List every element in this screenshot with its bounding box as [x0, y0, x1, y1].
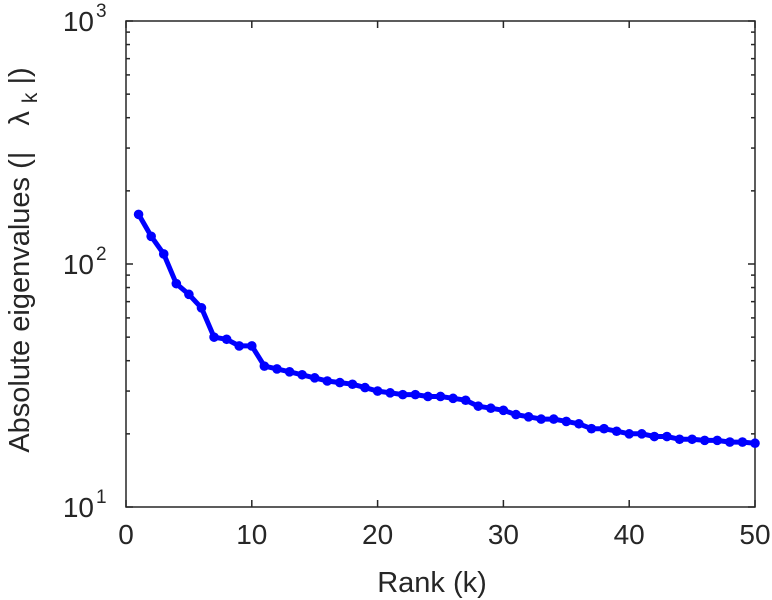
data-point [561, 416, 572, 427]
x-tick-label: 20 [362, 519, 393, 550]
data-point [423, 391, 433, 402]
data-point [486, 403, 496, 414]
data-point [460, 395, 471, 406]
data-point [611, 426, 622, 437]
data-point [247, 341, 257, 351]
data-point [347, 379, 358, 390]
data-point [498, 405, 509, 416]
data-point [548, 414, 559, 424]
y-tick-label-exponent: 3 [96, 1, 107, 22]
x-tick-label: 30 [488, 519, 519, 550]
data-point [259, 361, 270, 371]
data-point [209, 332, 219, 342]
data-point [662, 431, 672, 442]
data-point [750, 438, 760, 449]
y-tick-label-base: 10 [63, 492, 94, 523]
data-point [234, 341, 245, 351]
data-point [473, 401, 484, 411]
y-axis-label-close: |) [4, 67, 36, 84]
data-point [284, 367, 295, 377]
data-point [133, 209, 144, 220]
data-point [385, 388, 395, 398]
data-point [523, 412, 534, 422]
data-point [624, 429, 634, 439]
data-point [309, 373, 320, 383]
data-point [725, 437, 735, 447]
y-axis-label-symbol: λ [4, 111, 36, 126]
y-axis-label-subscript: k [19, 92, 42, 103]
data-point [184, 289, 194, 300]
data-point [649, 431, 660, 442]
y-axis-label-text: Absolute eigenvalues (| [4, 152, 36, 453]
data-point [536, 414, 546, 424]
data-point [146, 231, 156, 242]
y-tick-label-exponent: 2 [96, 244, 107, 265]
data-point [586, 423, 597, 434]
x-tick-label: 10 [236, 519, 267, 550]
x-axis-label: Rank (k) [377, 567, 487, 599]
data-point [372, 386, 383, 396]
y-tick-label-base: 10 [63, 6, 94, 37]
data-point [737, 437, 748, 447]
data-point [196, 303, 207, 313]
data-point [410, 389, 421, 400]
data-point [335, 377, 345, 388]
series-line [136, 211, 758, 446]
data-point [712, 435, 723, 446]
data-point [272, 364, 282, 374]
data-point [699, 435, 710, 446]
data-point [360, 382, 370, 393]
data-point [322, 376, 333, 386]
y-axis-label: Absolute eigenvalues (| λ k |) [4, 67, 44, 452]
y-tick-label-exponent: 1 [96, 487, 107, 508]
data-point [171, 278, 182, 289]
data-point [511, 409, 521, 420]
data-point [397, 389, 408, 400]
series-layer [133, 209, 760, 449]
data-point [158, 249, 169, 259]
data-point [448, 393, 458, 404]
data-point [687, 434, 697, 445]
y-tick-label-base: 10 [63, 249, 94, 280]
data-point [599, 423, 609, 434]
data-point [636, 429, 647, 439]
x-tick-label: 0 [118, 519, 134, 550]
data-point [574, 418, 584, 429]
svg-text:Absolute eigenvalues (|: Absolute eigenvalues (| λ k |) [4, 67, 44, 452]
x-tick-label: 40 [614, 519, 645, 550]
data-point [221, 334, 232, 345]
data-point [435, 391, 446, 402]
data-point [674, 434, 685, 445]
x-tick-label: 50 [739, 519, 770, 550]
data-point [297, 369, 307, 380]
